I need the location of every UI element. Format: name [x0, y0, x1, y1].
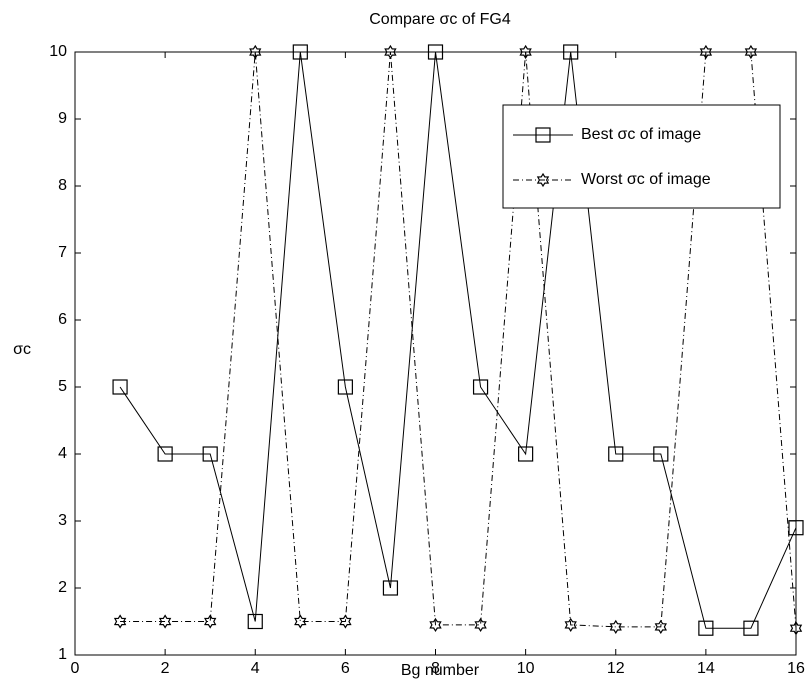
- legend-marker: [535, 127, 551, 143]
- marker: [698, 620, 714, 636]
- legend-label: Worst σc of image: [581, 171, 711, 188]
- y-tick-label: 4: [58, 445, 67, 462]
- y-tick-label: 7: [58, 244, 67, 261]
- series-line: [119, 51, 797, 629]
- x-tick-label: 0: [71, 660, 80, 677]
- marker: [563, 44, 579, 60]
- marker: [113, 614, 127, 629]
- x-tick-label: 2: [161, 660, 170, 677]
- series-line: [120, 51, 797, 629]
- marker: [609, 619, 622, 635]
- marker: [204, 614, 217, 629]
- marker: [112, 379, 128, 395]
- x-tick-label: 14: [697, 660, 715, 677]
- marker: [564, 617, 577, 633]
- y-axis-label: σc: [13, 341, 31, 358]
- marker: [608, 446, 624, 462]
- marker: [158, 614, 172, 629]
- marker: [653, 446, 669, 462]
- x-tick-label: 12: [607, 660, 625, 677]
- marker: [788, 520, 804, 536]
- marker: [337, 379, 353, 395]
- y-tick-label: 5: [58, 378, 67, 395]
- marker: [202, 446, 218, 462]
- marker: [249, 44, 262, 60]
- marker: [789, 621, 803, 636]
- marker: [744, 44, 758, 60]
- marker: [382, 580, 399, 596]
- y-tick-label: 3: [58, 512, 67, 529]
- y-tick-label: 6: [58, 311, 67, 328]
- chart-title: Compare σc of FG4: [369, 11, 511, 28]
- marker: [294, 614, 307, 629]
- marker: [474, 617, 487, 633]
- marker: [518, 446, 534, 462]
- legend: Best σc of image Worst σc of image: [502, 104, 781, 209]
- y-tick-label: 8: [58, 177, 67, 194]
- x-tick-label: 8: [431, 660, 440, 677]
- marker: [429, 617, 442, 633]
- marker: [247, 613, 263, 630]
- marker: [699, 44, 713, 60]
- marker: [519, 44, 532, 60]
- legend-marker: [536, 172, 550, 188]
- marker: [339, 614, 352, 629]
- marker: [472, 379, 489, 395]
- y-tick-label: 9: [58, 110, 67, 127]
- marker: [654, 619, 667, 635]
- marker: [743, 620, 759, 636]
- x-tick-label: 6: [341, 660, 350, 677]
- x-axis-label: Bg number: [401, 662, 480, 679]
- marker: [292, 44, 308, 60]
- legend-label: Best σc of image: [581, 126, 701, 143]
- x-tick-label: 4: [251, 660, 260, 677]
- marker: [384, 44, 397, 60]
- y-tick-label: 1: [58, 646, 67, 663]
- x-tick-label: 16: [787, 660, 805, 677]
- y-tick-label: 2: [58, 579, 67, 596]
- x-tick-label: 10: [517, 660, 535, 677]
- marker: [157, 446, 173, 462]
- y-tick-label: 10: [49, 43, 67, 60]
- legend-box: [502, 104, 781, 209]
- marker: [427, 44, 444, 60]
